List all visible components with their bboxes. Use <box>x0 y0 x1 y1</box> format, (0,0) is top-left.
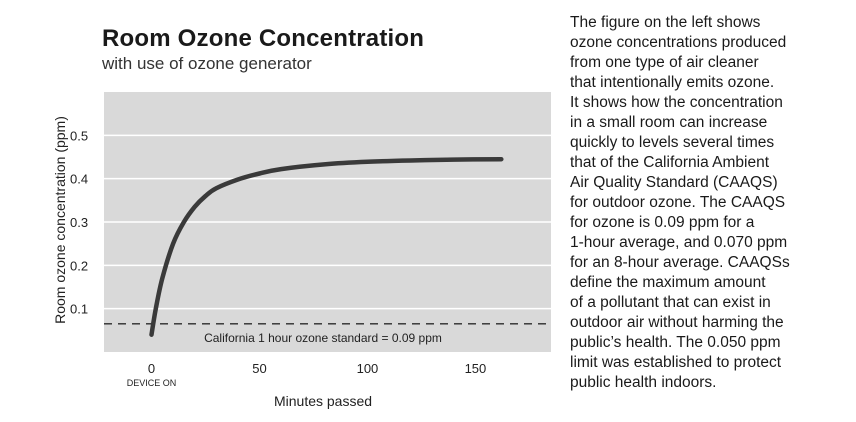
description-line: for outdoor ozone. The CAAQS <box>570 194 786 211</box>
x-tick-label: 100 <box>357 361 379 376</box>
description-line: public health indoors. <box>570 374 717 391</box>
description-line: The figure on the left shows <box>570 14 761 31</box>
chart-subtitle: with use of ozone generator <box>102 54 312 73</box>
description-line: of a pollutant that can exist in <box>570 294 771 311</box>
description-line: public’s health. The 0.050 ppm <box>570 334 781 351</box>
chart-title: Room Ozone Concentration <box>102 25 425 52</box>
x-tick-label: 50 <box>252 361 266 376</box>
description-line: for ozone is 0.09 ppm for a <box>570 214 755 231</box>
description-line: define the maximum amount <box>570 274 766 291</box>
description-line: ozone concentrations produced <box>570 34 787 51</box>
y-tick-label: 0.4 <box>70 172 88 187</box>
y-tick-labels: 0.1 0.2 0.3 0.4 0.5 <box>70 128 88 316</box>
reference-line-label: California 1 hour ozone standard = 0.09 … <box>204 331 442 345</box>
series-group <box>149 156 504 337</box>
y-tick-label: 0.3 <box>70 215 88 230</box>
y-tick-label: 0.5 <box>70 128 88 143</box>
description-line: that of the California Ambient <box>570 154 770 171</box>
description-line: It shows how the concentration <box>570 94 783 111</box>
grid-lines <box>104 134 551 310</box>
x-axis-label: Minutes passed <box>273 393 373 409</box>
description-line: quickly to levels several times <box>570 134 775 151</box>
description-line: outdoor air without harming the <box>570 314 784 331</box>
y-tick-label: 0.1 <box>70 302 88 317</box>
description-line: that intentionally emits ozone. <box>570 74 775 91</box>
description-line: in a small room can increase <box>570 114 768 131</box>
reference-line-group: California 1 hour ozone standard = 0.09 … <box>104 323 551 345</box>
description-line: for an 8-hour average. CAAQSs <box>570 254 790 271</box>
description-line: limit was established to protect <box>570 354 782 371</box>
series-line <box>149 156 504 337</box>
x-tick-labels: 0 50 100 150 DEVICE ON <box>127 361 487 388</box>
x-tick-label: 150 <box>465 361 487 376</box>
description-line: from one type of air cleaner <box>570 54 759 71</box>
y-tick-label: 0.2 <box>70 258 88 273</box>
description-line: 1-hour average, and 0.070 ppm <box>570 234 788 251</box>
x-tick-label: 0 <box>148 361 155 376</box>
description-text: The figure on the left shows ozone conce… <box>570 13 830 393</box>
x-tick-sublabel: DEVICE ON <box>127 378 177 388</box>
description-line: Air Quality Standard (CAAQS) <box>570 174 778 191</box>
